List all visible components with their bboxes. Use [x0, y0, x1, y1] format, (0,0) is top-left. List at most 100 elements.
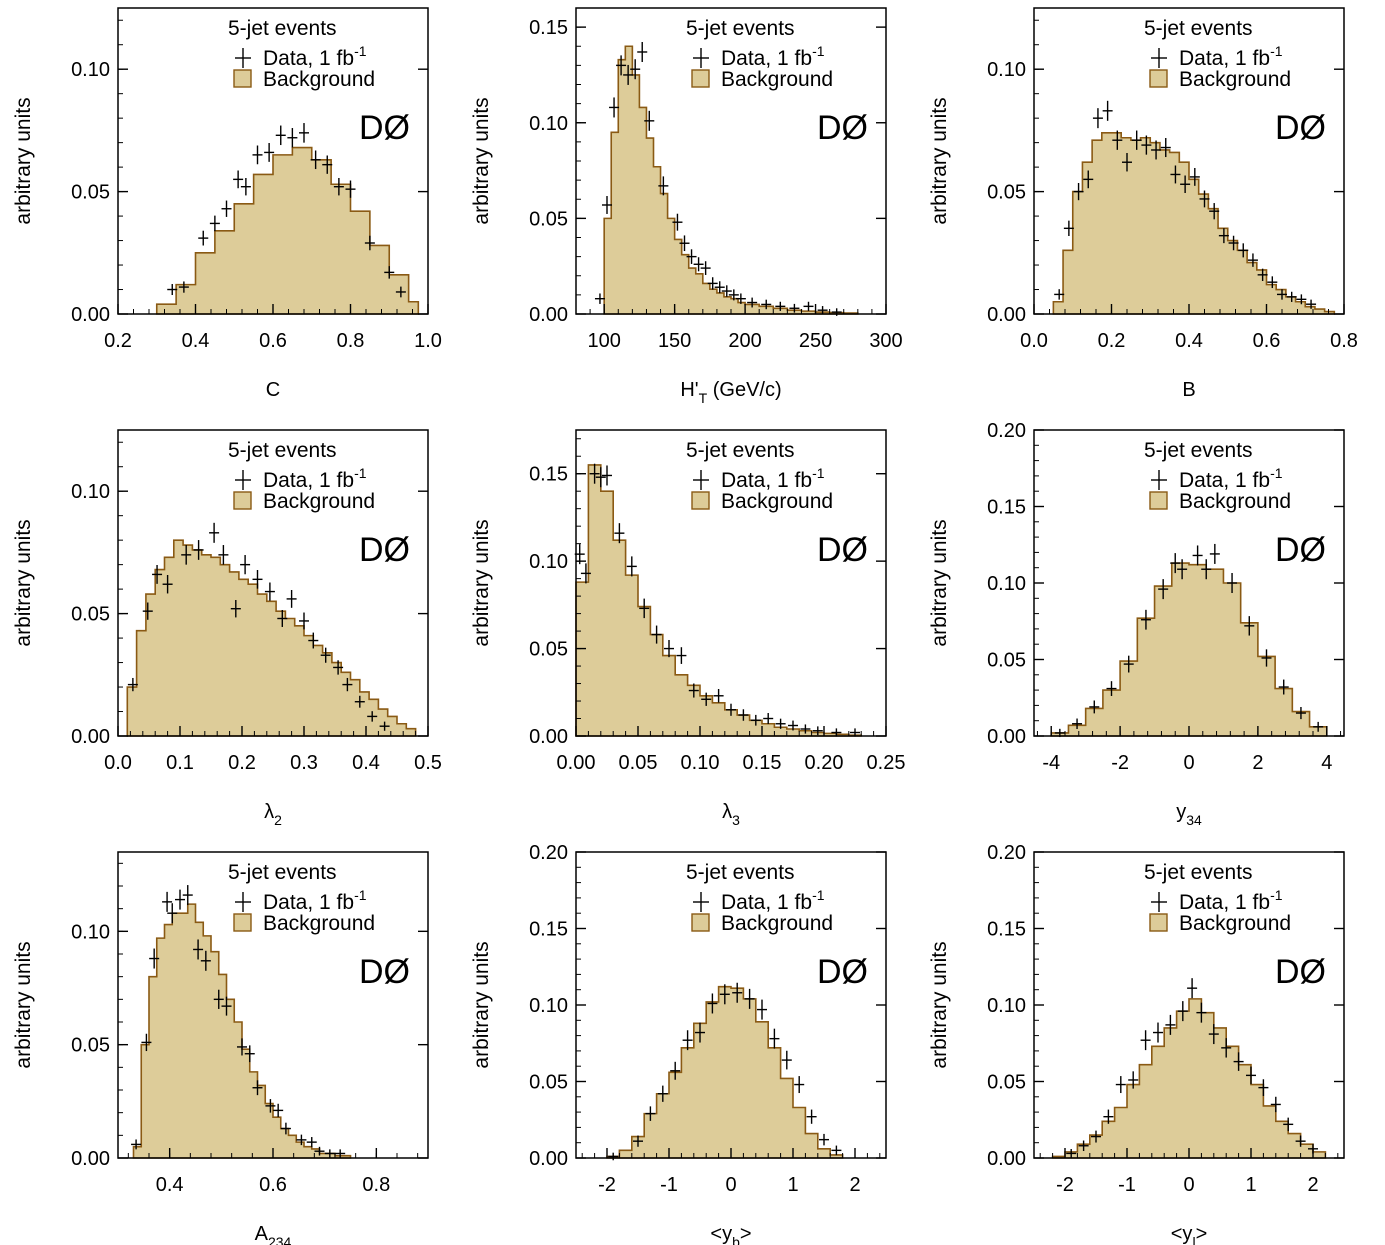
x-tick-label: 200 [728, 330, 761, 352]
data-point [1078, 1140, 1089, 1151]
y-tick-label: 0.05 [987, 650, 1026, 672]
data-point [630, 59, 641, 80]
background-histogram [1050, 562, 1328, 737]
data-point [1170, 165, 1181, 184]
legend-data-text: Data, 1 fb [263, 469, 354, 492]
legend-data-label: Data, 1 fb-1 [1179, 887, 1283, 914]
data-point [1270, 1096, 1281, 1113]
legend-data-label: Data, 1 fb-1 [263, 887, 367, 914]
data-point [1189, 167, 1200, 186]
data-point [789, 303, 800, 313]
data-point [850, 728, 860, 737]
legend-background-label: Background [721, 912, 833, 935]
legend-background-swatch [1149, 69, 1168, 88]
x-axis-label-subscript: b [732, 1234, 740, 1245]
data-point [1227, 573, 1238, 593]
data-point [364, 235, 375, 251]
data-point [1246, 1066, 1256, 1085]
data-point [594, 293, 605, 304]
y-tick-label: 0.15 [529, 464, 568, 486]
data-point [265, 1099, 276, 1113]
data-point [1165, 1014, 1176, 1035]
data-point [141, 1033, 152, 1052]
y-tick-label: 0.10 [529, 113, 568, 135]
data-point [379, 721, 390, 731]
x-axis-label-subscript: T [699, 390, 708, 406]
y-tick-label: 0.05 [71, 604, 110, 626]
data-point [676, 647, 687, 664]
data-point [1054, 289, 1065, 300]
legend-data-marker [235, 470, 251, 490]
y-tick-label: 0.15 [987, 497, 1026, 519]
x-tick-label: -1 [660, 1174, 678, 1196]
x-axis-label: C [266, 379, 280, 401]
background-histogram [132, 903, 352, 1159]
legend-data-superscript: -1 [354, 43, 367, 59]
data-point [732, 982, 743, 1003]
data-point [1063, 220, 1074, 236]
data-point [287, 128, 298, 148]
data-point [240, 178, 251, 196]
background-histogram [155, 146, 420, 315]
x-tick-label: 2 [849, 1174, 860, 1196]
x-tick-label: 0.0 [1020, 330, 1048, 352]
data-point [335, 1149, 346, 1158]
data-point [1112, 130, 1123, 150]
data-point [286, 589, 297, 608]
experiment-label: DØ [1275, 953, 1326, 991]
y-axis-label: arbitrary units [12, 941, 35, 1068]
data-point [1103, 1109, 1114, 1124]
legend-data-label: Data, 1 fb-1 [721, 465, 825, 492]
x-tick-label: 0.25 [867, 752, 906, 774]
x-tick-label: 0.00 [557, 752, 596, 774]
data-point [1218, 228, 1229, 244]
legend-data-label: Data, 1 fb-1 [1179, 465, 1283, 492]
y-tick-label: 0.20 [987, 420, 1026, 442]
data-point [342, 677, 353, 692]
data-point [299, 612, 309, 630]
x-axis-label: y34 [1176, 801, 1202, 828]
x-tick-label: 0.8 [362, 1174, 390, 1196]
x-axis-label-subscript: 234 [268, 1234, 292, 1245]
legend-data-text: Data, 1 fb [1179, 47, 1270, 70]
data-point [1140, 1030, 1151, 1051]
data-point [580, 563, 591, 584]
data-point [735, 293, 746, 304]
y-tick-label: 0.00 [71, 726, 110, 748]
y-tick-label: 0.05 [529, 639, 568, 661]
legend-background-label: Background [1179, 912, 1291, 935]
data-point [200, 950, 211, 971]
legend-data-superscript: -1 [1270, 887, 1283, 903]
data-point [280, 1122, 291, 1135]
y-tick-label: 0.10 [71, 481, 110, 503]
legend-data-marker [1151, 48, 1167, 68]
data-point [1208, 1024, 1219, 1045]
x-axis-label-subscript: 3 [732, 812, 740, 828]
x-tick-label: 0.2 [104, 330, 132, 352]
data-point [314, 1146, 325, 1156]
data-point [747, 297, 758, 308]
data-point [1286, 291, 1297, 302]
x-tick-label: 250 [799, 330, 832, 352]
data-point [252, 1080, 263, 1096]
data-point [1244, 616, 1255, 636]
x-tick-label: 0 [1183, 1174, 1194, 1196]
data-point [181, 545, 192, 565]
data-point [695, 1022, 705, 1043]
data-point [213, 989, 224, 1009]
data-point [175, 889, 185, 910]
data-point [167, 284, 178, 296]
experiment-label: DØ [359, 109, 410, 147]
y-tick-label: 0.10 [987, 995, 1026, 1017]
data-point [1123, 655, 1134, 673]
legend-data-label: Data, 1 fb-1 [1179, 43, 1283, 70]
x-axis-label-main: λ [264, 801, 274, 823]
y-tick-label: 0.05 [71, 1035, 110, 1057]
x-tick-label: 150 [658, 330, 691, 352]
legend-data-text: Data, 1 fb [263, 891, 354, 914]
panel-5: 0.00 0.05 0.10 0.15 0.00 0.05 0.10 0.15 0.20 0.25… [470, 429, 906, 828]
y-axis-label: arbitrary units [470, 519, 493, 646]
data-point [230, 600, 241, 618]
